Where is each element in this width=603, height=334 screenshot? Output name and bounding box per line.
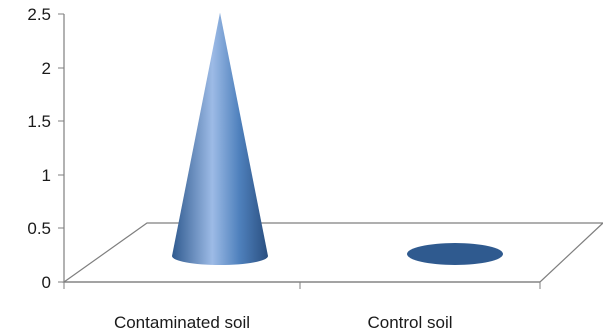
- x-category-label: Contaminated soil: [114, 313, 250, 332]
- y-tick-label: 2: [42, 59, 51, 78]
- cone-mark: [172, 12, 268, 265]
- cone-marks: [172, 12, 503, 265]
- y-axis-ticks: 0 0.5 1 1.5 2 2.5: [27, 5, 64, 292]
- y-tick-label: 2.5: [27, 5, 51, 24]
- y-tick-label: 0.5: [27, 219, 51, 238]
- y-tick-label: 1: [42, 166, 51, 185]
- cone-mark: [407, 243, 503, 265]
- floor-plane: [62, 222, 603, 283]
- y-tick-label: 1.5: [27, 112, 51, 131]
- y-tick-label: 0: [42, 273, 51, 292]
- x-category-label: Control soil: [367, 313, 452, 332]
